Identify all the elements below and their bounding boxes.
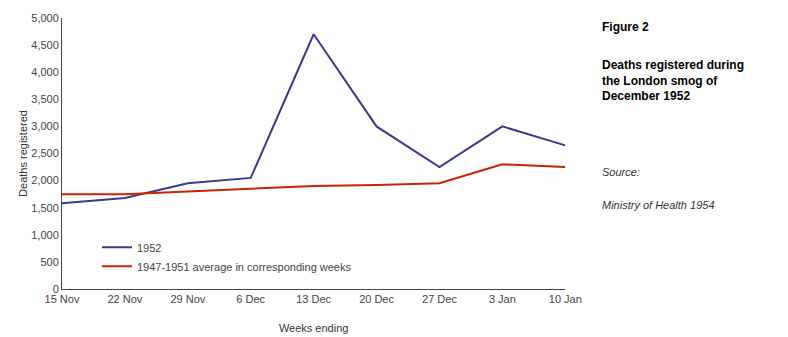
svg-text:3 Jan: 3 Jan xyxy=(489,293,516,305)
svg-text:5,000: 5,000 xyxy=(31,12,59,24)
svg-text:27 Dec: 27 Dec xyxy=(422,293,457,305)
svg-text:2,000: 2,000 xyxy=(31,174,59,186)
svg-text:Deaths registered duringthe Lo: Deaths registered duringthe London smog … xyxy=(602,58,744,103)
svg-text:Ministry of Health 1954: Ministry of Health 1954 xyxy=(602,199,715,211)
svg-text:4,000: 4,000 xyxy=(31,66,59,78)
svg-text:15 Nov: 15 Nov xyxy=(45,293,80,305)
svg-text:20 Dec: 20 Dec xyxy=(359,293,394,305)
svg-text:0: 0 xyxy=(53,283,59,295)
svg-text:6 Dec: 6 Dec xyxy=(236,293,265,305)
svg-text:1,500: 1,500 xyxy=(31,202,59,214)
svg-text:10 Jan: 10 Jan xyxy=(549,293,582,305)
svg-text:29 Nov: 29 Nov xyxy=(170,293,205,305)
svg-text:22 Nov: 22 Nov xyxy=(107,293,142,305)
svg-text:Figure 2: Figure 2 xyxy=(602,20,649,34)
svg-text:2,500: 2,500 xyxy=(31,147,59,159)
svg-text:3,000: 3,000 xyxy=(31,120,59,132)
svg-text:Source:: Source: xyxy=(602,166,640,178)
svg-text:500: 500 xyxy=(40,256,58,268)
svg-text:Weeks ending: Weeks ending xyxy=(279,322,349,334)
svg-text:1952: 1952 xyxy=(137,242,161,254)
svg-text:13 Dec: 13 Dec xyxy=(296,293,331,305)
svg-text:3,500: 3,500 xyxy=(31,93,59,105)
svg-text:4,500: 4,500 xyxy=(31,39,59,51)
svg-text:Deaths registered: Deaths registered xyxy=(17,110,29,197)
svg-text:1,000: 1,000 xyxy=(31,229,59,241)
svg-text:1947-1951 average in correspon: 1947-1951 average in corresponding weeks xyxy=(137,261,352,273)
